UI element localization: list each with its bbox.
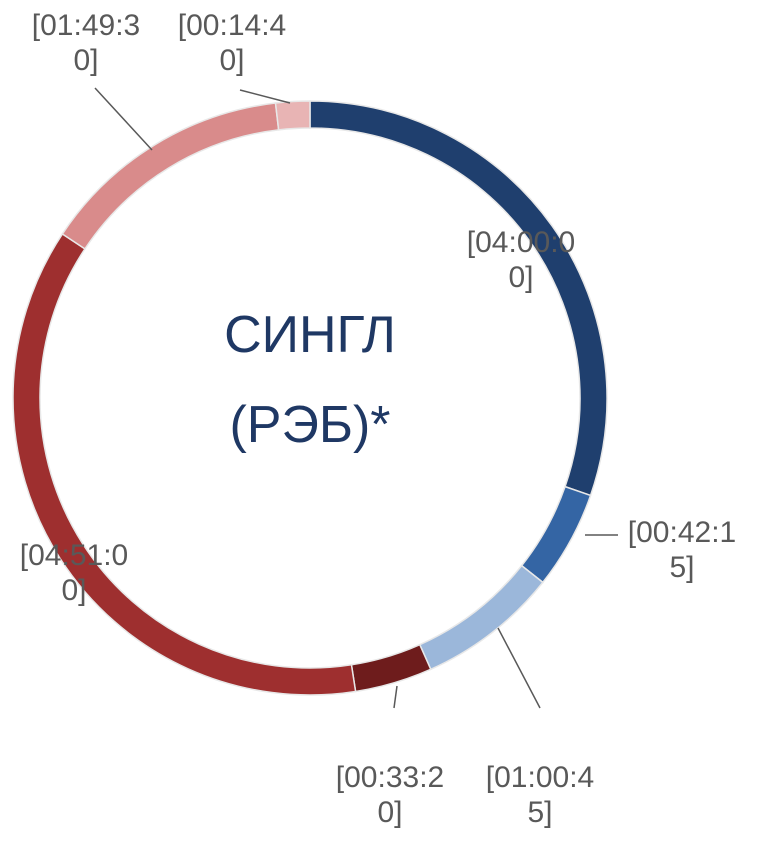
donut-segment [61,102,280,250]
data-label: [00:42:15] [627,516,737,584]
data-label: [04:00:00] [466,226,576,294]
data-label: [00:33:20] [335,761,445,829]
leader-line [94,87,153,151]
donut-segment [274,100,311,131]
donut-segment [520,485,592,584]
donut-segment [350,643,432,693]
data-label: [04:51:00] [19,539,129,607]
leader-line [239,89,291,104]
data-label: [01:00:45] [485,761,595,829]
leader-lines [94,87,618,709]
chart-title: СИНГЛ (РЭБ)* [224,306,396,454]
leader-line [393,685,398,709]
data-label: [00:14:40] [177,9,287,77]
leader-line [497,627,541,709]
data-label: [01:49:30] [31,9,141,77]
donut-segment [418,564,544,671]
